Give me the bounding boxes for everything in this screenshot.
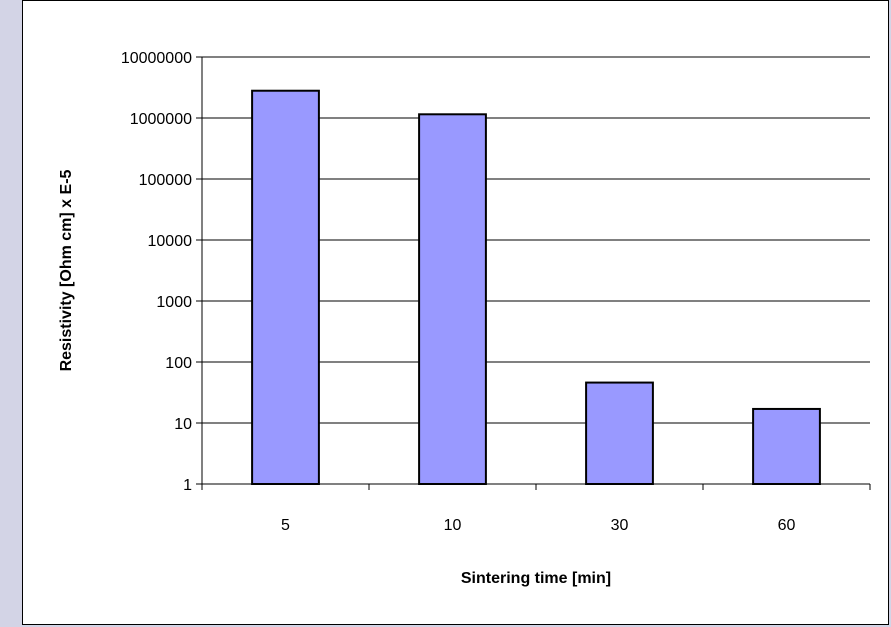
y-tick-label: 1 bbox=[183, 477, 192, 494]
y-axis-title: Resistivity [Ohm cm] x E-5 bbox=[58, 169, 75, 371]
y-tick-label: 10 bbox=[174, 416, 192, 433]
bar bbox=[251, 89, 320, 485]
x-tick-label: 30 bbox=[611, 517, 629, 534]
x-tick-label: 60 bbox=[778, 517, 796, 534]
bar bbox=[418, 113, 487, 486]
x-tick-label: 10 bbox=[444, 517, 462, 534]
y-tick-label: 1000000 bbox=[130, 111, 192, 128]
y-tick-label: 10000 bbox=[148, 233, 193, 250]
y-tick-label: 100000 bbox=[139, 172, 192, 189]
y-tick-labels: 1 10 100 1000 10000 100000 1000000 10000000 bbox=[121, 50, 192, 494]
y-tick-label: 1000 bbox=[156, 294, 192, 311]
bars bbox=[251, 89, 821, 486]
x-tick-labels: 5 10 30 60 bbox=[281, 517, 795, 534]
x-axis-title: Sintering time [min] bbox=[461, 570, 611, 587]
y-tick-label: 100 bbox=[165, 355, 192, 372]
axes bbox=[196, 56, 871, 490]
y-tick-label: 10000000 bbox=[121, 50, 192, 67]
x-tick-label: 5 bbox=[281, 517, 290, 534]
bar bbox=[752, 407, 821, 486]
bar bbox=[585, 381, 654, 486]
